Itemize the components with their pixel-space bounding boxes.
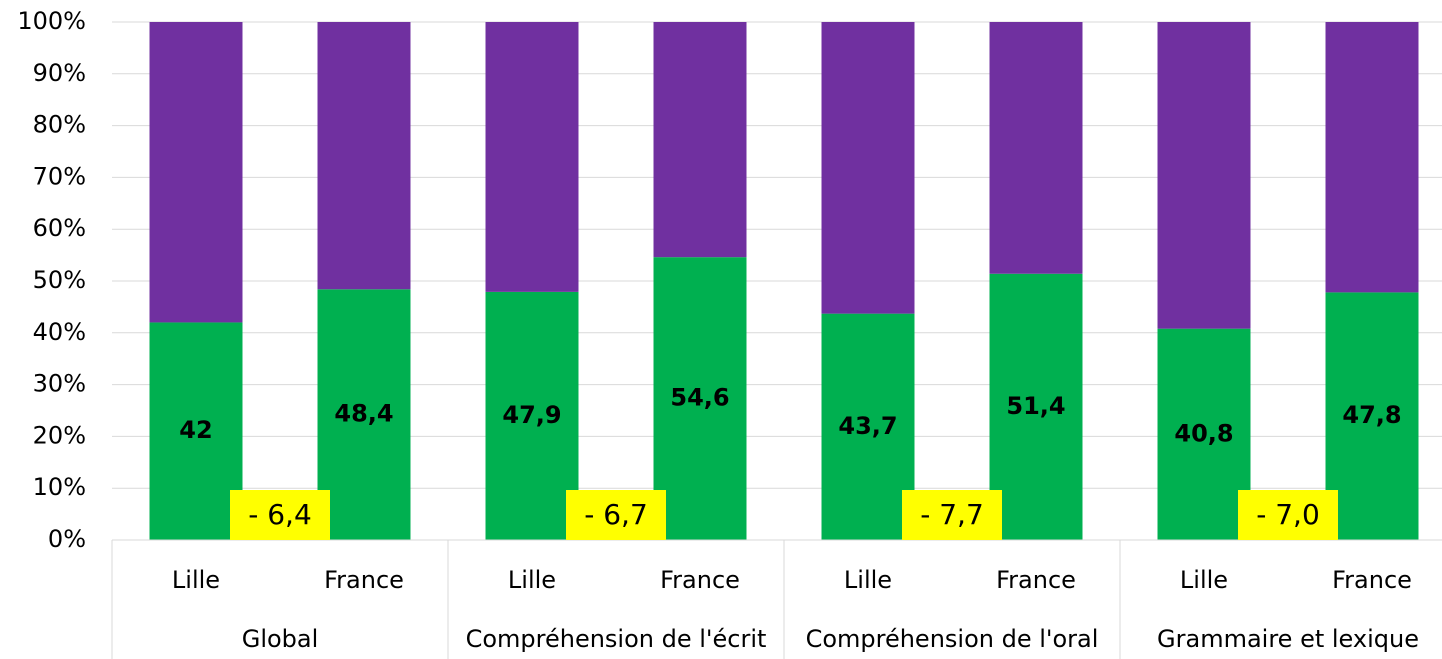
bar-segment bbox=[1157, 328, 1251, 540]
y-tick-label: 50% bbox=[33, 266, 86, 294]
bar-segment bbox=[317, 22, 411, 290]
y-tick-label: 60% bbox=[33, 214, 86, 242]
y-tick-label: 0% bbox=[48, 525, 86, 553]
bar-segment bbox=[821, 313, 915, 540]
bar-segment bbox=[821, 22, 915, 314]
value-label: 40,8 bbox=[1174, 419, 1233, 447]
value-label: 51,4 bbox=[1006, 392, 1065, 420]
y-tick-label: 100% bbox=[17, 7, 86, 35]
annotation: - 6,4 bbox=[248, 498, 312, 531]
bar-segment bbox=[149, 322, 243, 540]
group-label: Compréhension de l'oral bbox=[806, 625, 1099, 653]
annotation-box bbox=[902, 490, 1002, 540]
bar-segment bbox=[989, 273, 1083, 540]
y-tick-label: 20% bbox=[33, 421, 86, 449]
annotation: - 6,7 bbox=[584, 498, 648, 531]
group-label: Global bbox=[242, 625, 319, 653]
group-label: Compréhension de l'écrit bbox=[466, 625, 767, 653]
value-label: 47,9 bbox=[502, 401, 561, 429]
group-label: Grammaire et lexique bbox=[1157, 625, 1419, 653]
y-tick-label: 80% bbox=[33, 111, 86, 139]
bar-segment bbox=[653, 22, 747, 258]
y-tick-label: 30% bbox=[33, 370, 86, 398]
value-label: 54,6 bbox=[670, 384, 729, 412]
x-tick-label: Lille bbox=[172, 566, 220, 594]
y-tick-label: 90% bbox=[33, 59, 86, 87]
value-label: 48,4 bbox=[334, 400, 393, 428]
y-tick-label: 40% bbox=[33, 318, 86, 346]
x-tick-label: Lille bbox=[844, 566, 892, 594]
bar-segment bbox=[1325, 292, 1419, 540]
x-tick-label: Lille bbox=[508, 566, 556, 594]
x-tick-label: France bbox=[324, 566, 404, 594]
bar-segment bbox=[989, 22, 1083, 274]
annotation-box bbox=[566, 490, 666, 540]
bar-segment bbox=[485, 291, 579, 540]
x-tick-label: Lille bbox=[1180, 566, 1228, 594]
value-label: 47,8 bbox=[1342, 401, 1401, 429]
bar-segment bbox=[149, 22, 243, 323]
annotation-box bbox=[230, 490, 330, 540]
bar-segment bbox=[317, 289, 411, 540]
bar-segment bbox=[653, 257, 747, 540]
value-label: 43,7 bbox=[838, 412, 897, 440]
bar-segment bbox=[1325, 22, 1419, 293]
annotation: - 7,7 bbox=[920, 498, 984, 531]
x-tick-label: France bbox=[1332, 566, 1412, 594]
annotation: - 7,0 bbox=[1256, 498, 1320, 531]
x-tick-label: France bbox=[660, 566, 740, 594]
annotation-box bbox=[1238, 490, 1338, 540]
bar-segment bbox=[1157, 22, 1251, 329]
y-tick-label: 10% bbox=[33, 473, 86, 501]
bar-segment bbox=[485, 22, 579, 292]
y-tick-label: 70% bbox=[33, 162, 86, 190]
value-label: 42 bbox=[179, 416, 212, 444]
x-tick-label: France bbox=[996, 566, 1076, 594]
